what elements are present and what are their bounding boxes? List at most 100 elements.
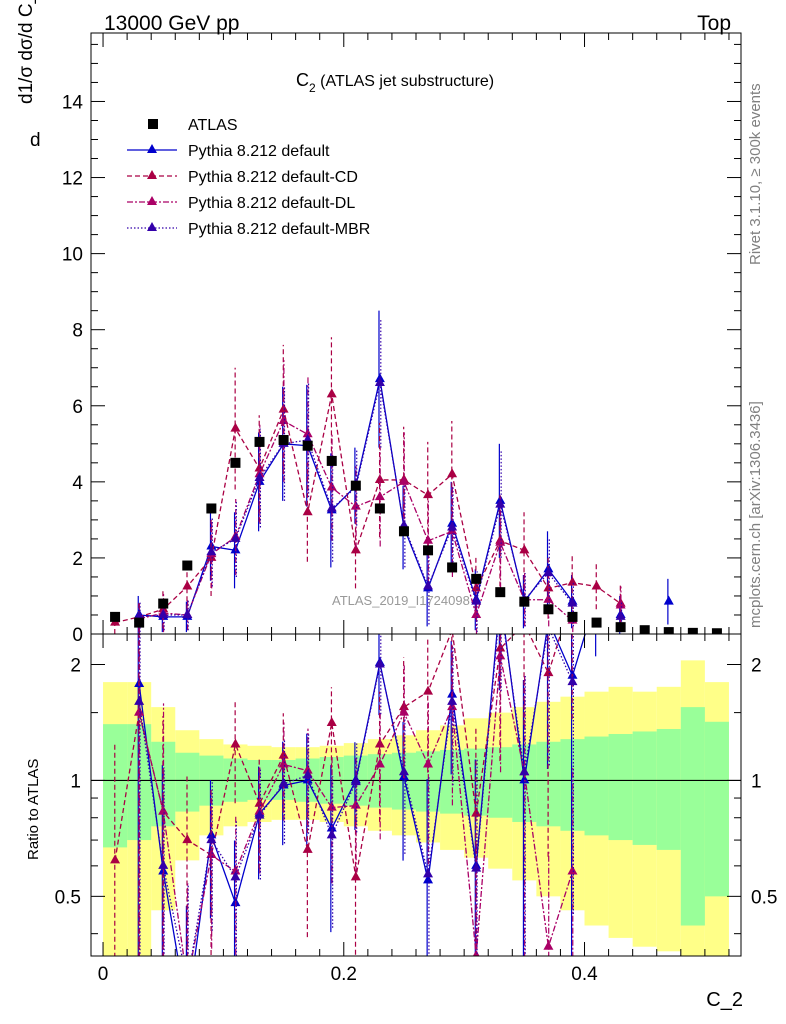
y-tick-label: 0	[72, 625, 83, 646]
header-energy-label: 13000 GeV pp	[104, 12, 239, 35]
atlas-point	[423, 545, 434, 556]
atlas-point	[711, 628, 722, 634]
ratio-marker	[471, 862, 482, 872]
marker-triangle	[278, 414, 289, 424]
legend-label-mbr: Pythia 8.212 default-MBR	[188, 221, 370, 238]
ratio-marker	[423, 874, 434, 884]
legend-label-dl: Pythia 8.212 default-DL	[188, 195, 355, 212]
marker-triangle	[567, 597, 578, 607]
marker-triangle	[302, 428, 313, 438]
ratio-marker	[374, 658, 385, 668]
legend-entry-dl: Pythia 8.212 default-DL	[127, 195, 355, 212]
marker-triangle	[350, 544, 361, 554]
marker-triangle	[374, 491, 385, 501]
legend-label-atlas: ATLAS	[188, 117, 238, 134]
y-tick-label: 10	[62, 245, 83, 266]
ratio-marker	[350, 871, 361, 881]
ratio-panel: 0.5 0.5 1 1 2 2 0 0.2 0.4 Ratio to ATLAS	[25, 633, 777, 985]
atlas-point	[278, 435, 289, 446]
legend-label-cd: Pythia 8.212 default-CD	[188, 169, 358, 186]
ratio-marker	[423, 758, 434, 768]
atlas-point	[567, 611, 578, 622]
ratio-marker	[447, 695, 458, 705]
legend: ATLAS Pythia 8.212 default Pythia 8.212 …	[127, 117, 370, 238]
atlas-point	[350, 480, 361, 491]
ratio-marker	[350, 776, 361, 786]
marker-triangle	[615, 610, 626, 620]
ratio-y-tick-label-right: 0.5	[751, 887, 777, 908]
legend-marker-square	[148, 119, 158, 129]
marker-triangle	[230, 422, 241, 432]
atlas-point	[254, 436, 265, 447]
main-y-axis-label: d d1/σ dσ/d C_2	[16, 0, 41, 151]
ratio-marker	[398, 706, 409, 716]
marker-triangle	[567, 576, 578, 586]
ratio-marker	[230, 865, 241, 875]
ratio-marker	[302, 769, 313, 779]
ratio-marker	[471, 807, 482, 817]
atlas-point	[495, 587, 506, 598]
marker-triangle	[398, 475, 409, 485]
ratio-marker	[567, 676, 578, 686]
marker-triangle	[447, 468, 458, 478]
marker-triangle	[519, 544, 530, 554]
y-tick-label: 12	[62, 169, 83, 190]
atlas-point	[615, 622, 626, 633]
marker-triangle	[447, 521, 458, 531]
header-process-label: Top	[697, 12, 731, 35]
marker-triangle	[182, 608, 193, 618]
y-tick-label: 14	[62, 92, 84, 113]
legend-entry-default: Pythia 8.212 default	[127, 143, 330, 160]
legend-marker-cd	[147, 170, 157, 179]
ratio-y-tick-label: 2	[70, 655, 81, 676]
ratio-axes: 0.5 0.5 1 1 2 2 0 0.2 0.4	[55, 634, 777, 985]
ratio-marker	[472, 950, 480, 956]
legend-marker-dl	[147, 196, 157, 205]
atlas-point	[326, 455, 337, 466]
atlas-point	[374, 503, 385, 514]
legend-entry-mbr: Pythia 8.212 default-MBR	[127, 221, 370, 238]
ratio-marker	[230, 871, 241, 881]
ratio-marker	[158, 805, 169, 815]
atlas-point	[447, 562, 458, 573]
marker-triangle	[158, 608, 169, 618]
y-tick-label: 8	[72, 321, 83, 342]
ratio-y-tick-label: 1	[70, 771, 81, 792]
band-inner	[608, 733, 633, 841]
band-inner	[680, 707, 705, 926]
ratio-marker	[326, 829, 337, 839]
legend-entry-cd: Pythia 8.212 default-CD	[127, 169, 358, 186]
ratio-marker	[278, 758, 289, 768]
marker-triangle	[423, 580, 434, 590]
atlas-point	[158, 598, 169, 609]
ratio-marker	[326, 801, 337, 811]
ratio-marker	[278, 749, 289, 759]
main-plot-area	[110, 310, 722, 634]
atlas-point	[134, 617, 145, 628]
ratio-y-tick-label-right: 2	[751, 655, 762, 676]
atlas-point	[110, 611, 121, 622]
atlas-point	[398, 526, 409, 537]
band-inner	[584, 736, 609, 836]
marker-triangle	[206, 546, 217, 556]
ratio-y-tick-label-right: 1	[751, 771, 762, 792]
marker-triangle	[495, 498, 506, 508]
ratio-marker	[519, 774, 530, 784]
ratio-marker	[423, 868, 434, 878]
atlas-point	[663, 627, 674, 634]
plot-title: C2 (ATLAS jet substructure)	[296, 70, 494, 95]
x-tick-label: 0	[98, 964, 109, 985]
ratio-marker	[254, 809, 265, 819]
ratio-series-dotted	[134, 634, 578, 956]
ratio-marker	[567, 865, 578, 875]
marker-triangle	[423, 489, 434, 499]
marker-triangle	[543, 567, 554, 577]
band-inner	[656, 728, 681, 850]
ratio-marker	[495, 650, 506, 660]
y-tick-label: 2	[72, 549, 83, 570]
marker-triangle	[663, 595, 674, 605]
legend-label-default: Pythia 8.212 default	[188, 143, 330, 160]
ratio-marker	[302, 843, 313, 853]
